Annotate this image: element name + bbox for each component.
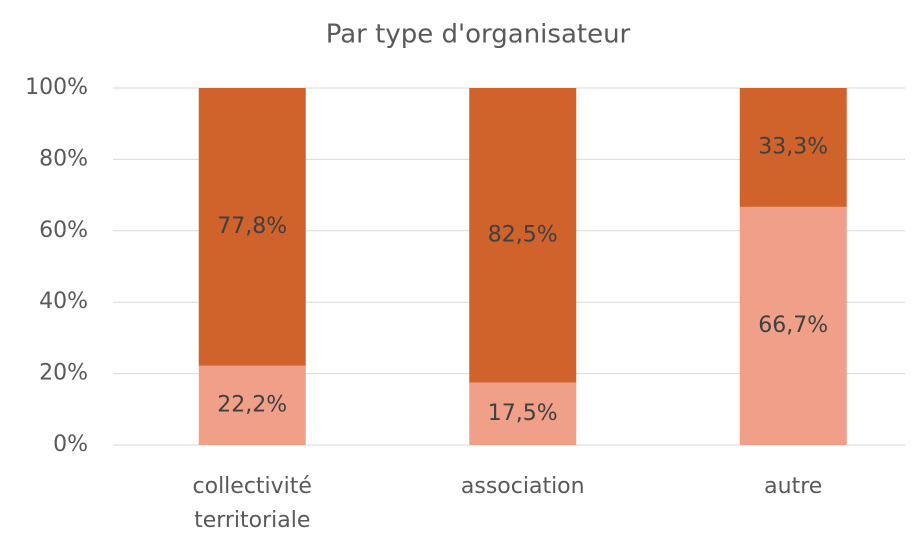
bar-segment — [739, 88, 847, 207]
chart-title: Par type d'organisateur — [326, 20, 631, 50]
y-tick-label: 60% — [39, 218, 88, 243]
y-tick-label: 80% — [39, 146, 88, 171]
y-tick-label: 0% — [53, 432, 88, 457]
data-label: 17,5% — [488, 401, 558, 426]
data-label: 82,5% — [488, 222, 558, 247]
x-tick-label: autre — [764, 474, 823, 499]
bar-segment — [469, 88, 577, 383]
bar-segment — [198, 365, 306, 445]
y-tick-label: 40% — [39, 289, 88, 314]
bar-segment — [198, 88, 306, 366]
bar-segment — [739, 206, 847, 445]
x-tick-label: association — [460, 474, 585, 499]
data-label: 22,2% — [217, 392, 287, 417]
data-label: 33,3% — [758, 134, 828, 159]
bar-segment — [469, 382, 577, 445]
y-tick-label: 20% — [39, 361, 88, 386]
data-label: 66,7% — [758, 313, 828, 338]
y-tick-label: 100% — [25, 75, 88, 100]
x-tick-label: collectivité territoriale — [192, 474, 312, 533]
data-label: 77,8% — [217, 214, 287, 239]
